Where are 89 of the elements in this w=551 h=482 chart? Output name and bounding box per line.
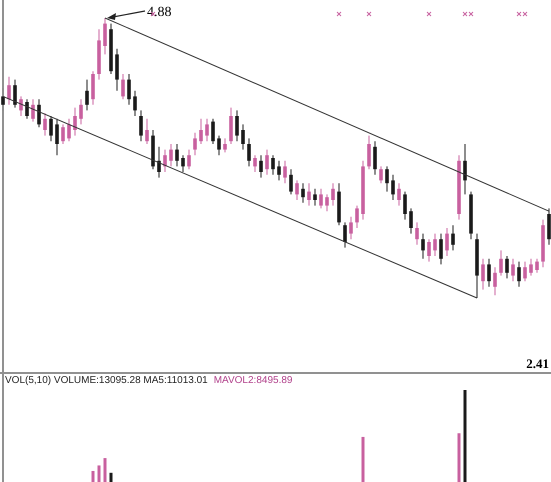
candlestick [523,261,527,282]
candlestick [385,166,389,192]
candlestick [31,98,35,122]
candlestick [451,224,455,251]
candlestick [529,258,533,276]
candlestick [193,132,197,156]
candlestick [235,110,239,142]
candlestick [157,146,161,178]
candlestick [505,256,509,279]
bar [104,458,106,482]
candlestick [343,222,347,248]
candlestick [409,208,413,234]
candlestick [7,76,11,106]
text: MAVOL2:8495.89 [214,375,293,386]
candlestick [421,233,425,260]
candlestick [121,74,125,100]
candlestick [43,112,47,136]
candlestick [349,216,353,240]
bar [92,470,94,482]
candlestick [103,18,107,55]
candlestick [511,258,515,282]
candlestick [169,144,173,167]
candlestick [271,154,275,176]
candlestick [325,194,329,212]
bar [110,472,112,482]
candlestick [211,118,215,144]
candlestick [265,149,269,176]
candlestick [61,124,65,144]
candlestick [223,138,227,153]
candlestick [37,98,41,128]
candlestick [289,168,293,195]
candlestick [49,116,53,142]
candlestick [187,149,191,170]
candlestick [397,182,401,206]
candlestick [133,90,137,116]
candlestick [259,154,263,178]
candlestick [403,191,407,220]
candlestick [277,160,281,181]
candlestick [175,144,179,167]
candlestick [295,180,299,200]
candlestick [13,79,17,108]
bar [362,436,364,482]
candlestick [439,233,443,265]
candlestick [331,182,335,206]
candlestick [301,182,305,204]
candlestick [307,182,311,206]
candlestick [355,205,359,228]
candlestick [391,174,395,200]
candlestick [373,140,377,176]
candlestick [427,238,431,262]
candlestick [145,118,149,144]
candlestick [25,98,29,120]
candlestick [247,138,251,167]
candlestick [199,118,203,144]
candlestick [493,266,497,296]
candlestick [463,144,467,195]
candlestick [73,107,77,136]
candlestick [205,118,209,142]
candlestick [253,154,257,172]
candlestick [67,118,71,142]
candlestick [313,188,317,206]
candlestick [85,79,89,111]
candlestick [487,258,491,288]
candlestick [127,74,131,106]
candlestick [433,233,437,256]
bar [98,465,100,482]
candlestick [367,135,371,170]
bar [458,433,460,482]
candlestick [481,258,485,290]
candlestick [283,160,287,184]
candlestick [79,98,83,125]
candlestick [163,149,167,172]
candlestick [445,228,449,256]
candlestick [517,261,521,288]
text: 2.41 [526,356,549,371]
candlestick [415,222,419,246]
candlestick [379,166,383,184]
candlestick [139,110,143,142]
candlestick [217,135,221,156]
candlestick [19,96,23,116]
candlestick [55,118,59,156]
candlestick [181,154,185,172]
bar [464,390,466,482]
candlestick [499,250,503,276]
annotation: 4.88 [147,5,172,20]
candlestick [319,188,323,209]
candlestick [535,258,539,274]
chart-title: VOL(5,10) VOLUME:13095.28 MA5:11013.01 [5,375,208,386]
candlestick [241,124,245,150]
